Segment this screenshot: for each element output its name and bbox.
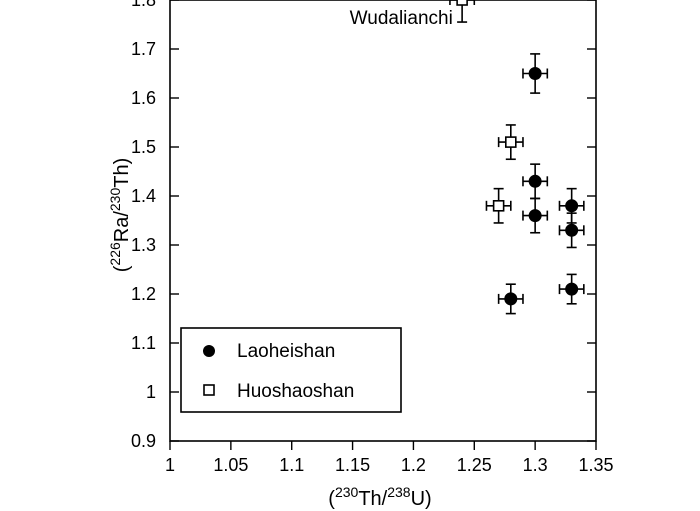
marker-open-square xyxy=(456,0,468,6)
marker-filled-circle xyxy=(528,174,542,188)
legend-box xyxy=(180,327,402,413)
annotations: Wudalianchi xyxy=(350,8,453,29)
data-point-laoheishan xyxy=(522,197,549,234)
x-tick-label: 1.2 xyxy=(401,455,426,475)
x-tick-label: 1.15 xyxy=(335,455,370,475)
marker-open-square xyxy=(504,136,517,148)
annotation-label: Wudalianchi xyxy=(350,8,453,29)
data-points xyxy=(449,0,585,315)
x-tick-label: 1 xyxy=(165,455,175,475)
y-tick-label: 1.7 xyxy=(131,39,156,59)
marker-open-square xyxy=(492,200,505,212)
data-point-huoshaoshan xyxy=(497,124,524,161)
y-tick-label: 1.2 xyxy=(131,284,156,304)
marker-filled-circle xyxy=(565,223,579,237)
y-axis: 0.9 1 1.1 1.2 1.3 1.4 1.5 1.6 1.7 1.8 xyxy=(131,0,596,451)
x-tick-label: 1.25 xyxy=(457,455,492,475)
data-point-laoheishan xyxy=(558,273,585,305)
x-tick-label: 1.35 xyxy=(578,455,613,475)
marker-filled-circle xyxy=(504,292,518,306)
y-axis-label: (226Ra/230Th) xyxy=(107,158,133,273)
y-tick-label: 1.5 xyxy=(131,137,156,157)
data-point-laoheishan xyxy=(522,163,549,200)
y-tick-label: 0.9 xyxy=(131,431,156,451)
marker-filled-circle xyxy=(528,209,542,223)
data-point-laoheishan xyxy=(497,283,524,315)
marker-filled-circle xyxy=(528,67,542,80)
legend-marker-laoheishan xyxy=(203,345,215,357)
marker-filled-circle xyxy=(565,282,579,296)
data-point-huoshaoshan xyxy=(449,0,476,23)
data-point-laoheishan xyxy=(558,212,585,249)
x-axis-label: (230Th/238U) xyxy=(328,484,431,510)
y-tick-label: 1 xyxy=(146,382,156,402)
data-point-laoheishan xyxy=(558,187,585,224)
legend-marker-huoshaoshan xyxy=(203,384,215,396)
data-point-laoheishan xyxy=(522,53,549,94)
y-tick-label: 1.4 xyxy=(131,186,156,206)
x-axis: 1 1.05 1.1 1.15 1.2 1.25 1.3 1.35 xyxy=(165,441,614,475)
y-tick-label: 1.3 xyxy=(131,235,156,255)
plot-frame xyxy=(169,0,597,442)
data-point-huoshaoshan xyxy=(485,187,512,224)
y-tick-label: 1.8 xyxy=(131,0,156,10)
x-tick-label: 1.3 xyxy=(523,455,548,475)
legend: Laoheishan Huoshaoshan xyxy=(180,327,402,413)
y-tick-label: 1.1 xyxy=(131,333,156,353)
marker-filled-circle xyxy=(565,199,579,213)
legend-label-huoshaoshan: Huoshaoshan xyxy=(237,381,354,402)
x-tick-label: 1.05 xyxy=(213,455,248,475)
legend-label-laoheishan: Laoheishan xyxy=(237,341,335,362)
y-tick-label: 1.6 xyxy=(131,88,156,108)
x-tick-label: 1.1 xyxy=(279,455,304,475)
